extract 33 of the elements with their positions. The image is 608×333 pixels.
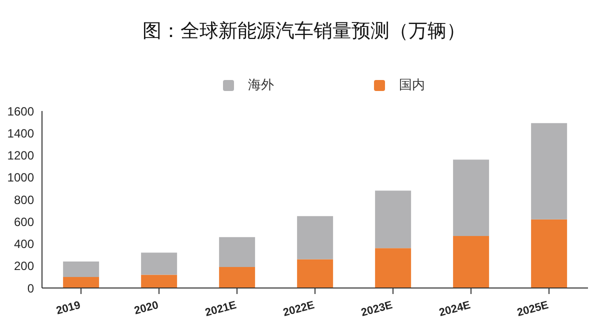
y-tick-label: 1200 <box>7 148 34 163</box>
y-tick-label: 1000 <box>7 170 34 185</box>
y-tick-label: 800 <box>14 192 34 207</box>
chart-title: 图：全球新能源汽车销量预测（万辆） <box>142 19 466 44</box>
bar <box>531 219 568 288</box>
x-tick-label: 2022E <box>282 299 316 320</box>
x-tick-label: 2024E <box>438 299 472 320</box>
x-tick-label: 2020 <box>133 299 160 318</box>
bar <box>453 236 490 288</box>
bar <box>375 190 412 248</box>
legend-label: 海外 <box>248 77 274 94</box>
bar <box>63 261 100 277</box>
bar <box>141 274 178 288</box>
bar <box>531 123 568 220</box>
x-tick-label: 2023E <box>360 299 394 320</box>
bar <box>375 248 412 288</box>
x-tick-label: 2019 <box>55 299 82 318</box>
y-tick-label: 0 <box>27 281 34 296</box>
legend-label: 国内 <box>399 77 425 94</box>
bar <box>297 216 334 260</box>
y-tick-label: 1600 <box>7 104 34 118</box>
y-tick-label: 400 <box>14 237 34 252</box>
x-tick-label: 2021E <box>204 299 238 320</box>
x-tick-label: 2025E <box>516 299 550 320</box>
y-tick-label: 600 <box>14 214 34 229</box>
bar <box>63 276 100 288</box>
bar <box>219 266 256 288</box>
bar <box>219 237 256 267</box>
bar <box>297 259 334 288</box>
bar <box>141 252 178 275</box>
y-tick-label: 1400 <box>7 126 34 140</box>
y-tick-label: 200 <box>14 259 34 274</box>
bar <box>453 160 490 236</box>
